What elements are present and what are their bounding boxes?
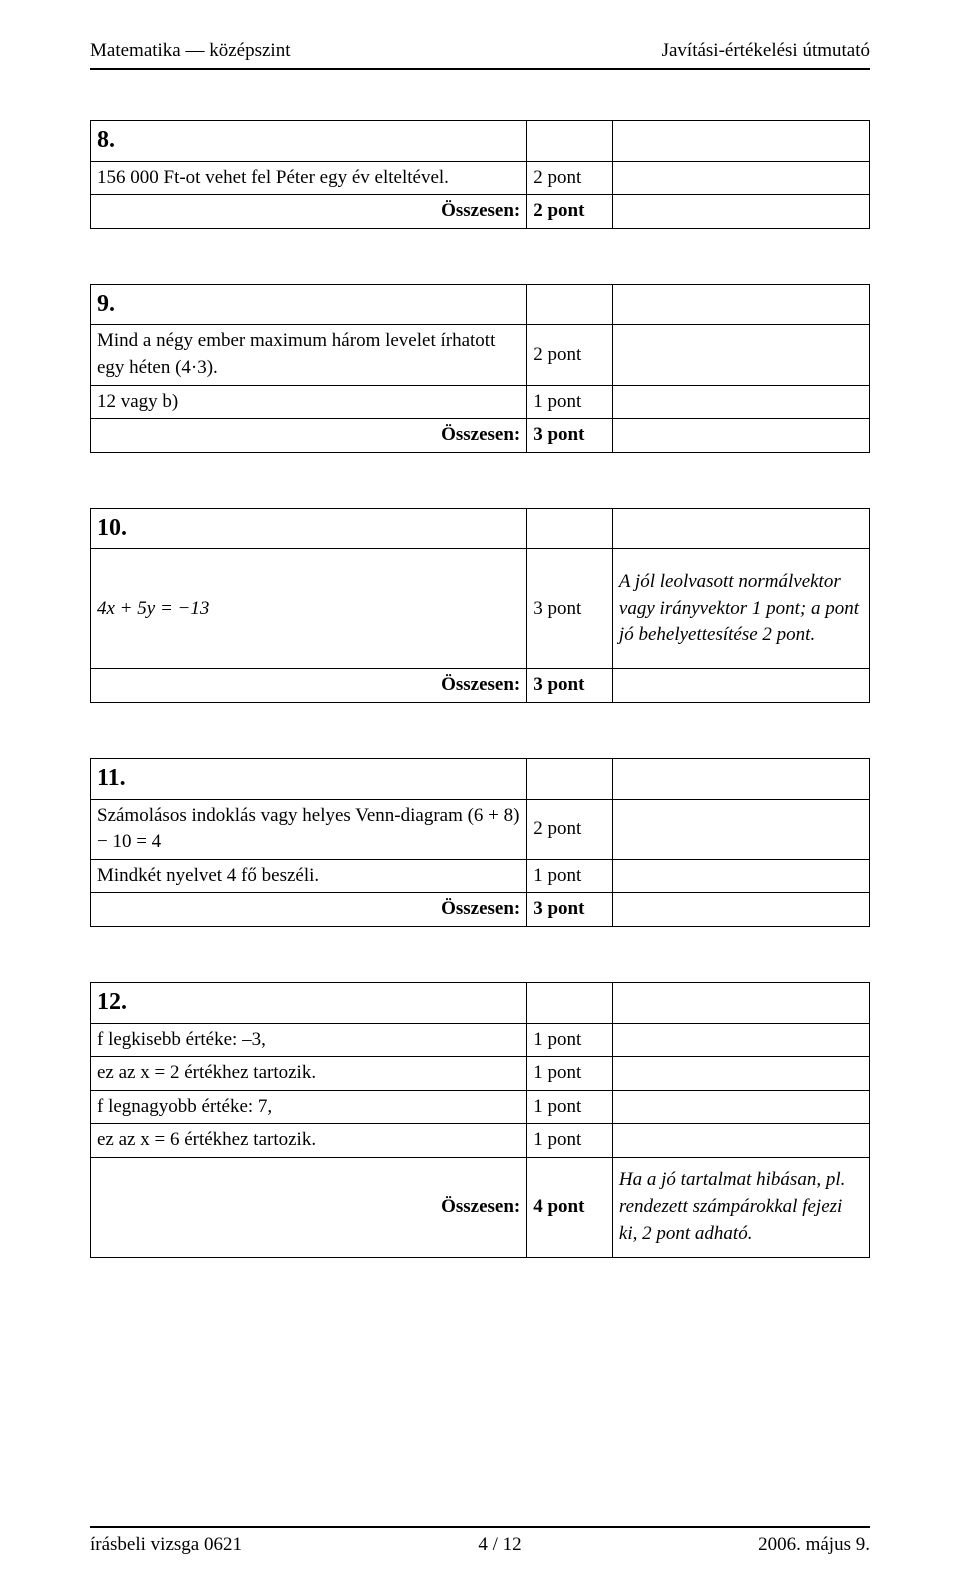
q10-total-label: Összesen: — [91, 669, 527, 703]
q10-number: 10. — [91, 508, 527, 549]
q11-total-pts: 3 pont — [527, 893, 613, 927]
q12-total-note: Ha a jó tartalmat hibásan, pl. rendezett… — [612, 1157, 869, 1257]
q12-row1-text: f legkisebb értéke: –3, — [91, 1023, 527, 1057]
header-right: Javítási-értékelési útmutató — [662, 40, 870, 62]
q12-row2-text: ez az x = 2 értékhez tartozik. — [91, 1057, 527, 1091]
q11-row1-text: Számolásos indoklás vagy helyes Venn-dia… — [91, 799, 527, 859]
q9-row1-pts: 2 pont — [527, 325, 613, 385]
header-rule — [90, 68, 870, 70]
q8-row1-note — [612, 161, 869, 195]
q9-row2-pts: 1 pont — [527, 385, 613, 419]
q12-table: 12. f legkisebb értéke: –3, 1 pont ez az… — [90, 982, 870, 1258]
q9-empty-pts — [527, 284, 613, 325]
q11-row1-note — [612, 799, 869, 859]
q9-total-pts: 3 pont — [527, 419, 613, 453]
q11-table: 11. Számolásos indoklás vagy helyes Venn… — [90, 758, 870, 927]
footer-left: írásbeli vizsga 0621 — [90, 1534, 242, 1556]
q11-empty-pts — [527, 758, 613, 799]
question-11: 11. Számolásos indoklás vagy helyes Venn… — [90, 758, 870, 927]
q8-empty-pts — [527, 121, 613, 162]
q9-row2-text: 12 vagy b) — [91, 385, 527, 419]
q12-empty-note — [612, 982, 869, 1023]
q10-row1-pts: 3 pont — [527, 549, 613, 669]
q9-row2-note — [612, 385, 869, 419]
q12-row2-note — [612, 1057, 869, 1091]
question-9: 9. Mind a négy ember maximum három level… — [90, 284, 870, 453]
q8-empty-note — [612, 121, 869, 162]
q9-table: 9. Mind a négy ember maximum három level… — [90, 284, 870, 453]
q10-empty-pts — [527, 508, 613, 549]
q10-row1-note: A jól leolvasott normálvektor vagy irány… — [612, 549, 869, 669]
q9-total-label: Összesen: — [91, 419, 527, 453]
q10-total-note — [612, 669, 869, 703]
q10-row1-text: 4x + 5y = −13 — [91, 549, 527, 669]
q9-total-note — [612, 419, 869, 453]
q11-total-note — [612, 893, 869, 927]
q10-table: 10. 4x + 5y = −13 3 pont A jól leolvasot… — [90, 508, 870, 703]
q8-row1-pts: 2 pont — [527, 161, 613, 195]
footer-right: 2006. május 9. — [758, 1534, 870, 1556]
q8-table: 8. 156 000 Ft-ot vehet fel Péter egy év … — [90, 120, 870, 229]
q12-total-label: Összesen: — [91, 1157, 527, 1257]
q11-total-label: Összesen: — [91, 893, 527, 927]
q12-empty-pts — [527, 982, 613, 1023]
q12-row3-note — [612, 1090, 869, 1124]
q8-total-note — [612, 195, 869, 229]
q8-row1-text: 156 000 Ft-ot vehet fel Péter egy év elt… — [91, 161, 527, 195]
q12-row3-text: f legnagyobb értéke: 7, — [91, 1090, 527, 1124]
footer-row: írásbeli vizsga 0621 4 / 12 2006. május … — [90, 1534, 870, 1556]
question-12: 12. f legkisebb értéke: –3, 1 pont ez az… — [90, 982, 870, 1258]
q9-number: 9. — [91, 284, 527, 325]
q8-total-label: Összesen: — [91, 195, 527, 229]
footer-center: 4 / 12 — [478, 1534, 521, 1556]
q10-total-pts: 3 pont — [527, 669, 613, 703]
q11-row2-note — [612, 859, 869, 893]
page: Matematika — középszint Javítási-értékel… — [0, 0, 960, 1596]
q11-row2-pts: 1 pont — [527, 859, 613, 893]
q11-row2-text: Mindkét nyelvet 4 fő beszéli. — [91, 859, 527, 893]
footer-rule — [90, 1526, 870, 1528]
q9-row1-note — [612, 325, 869, 385]
question-8: 8. 156 000 Ft-ot vehet fel Péter egy év … — [90, 120, 870, 229]
page-header: Matematika — középszint Javítási-értékel… — [90, 40, 870, 68]
q10-empty-note — [612, 508, 869, 549]
q8-total-pts: 2 pont — [527, 195, 613, 229]
header-left: Matematika — középszint — [90, 40, 291, 62]
q12-row4-note — [612, 1124, 869, 1158]
question-10: 10. 4x + 5y = −13 3 pont A jól leolvasot… — [90, 508, 870, 703]
q12-row4-text: ez az x = 6 értékhez tartozik. — [91, 1124, 527, 1158]
q9-row1-text: Mind a négy ember maximum három levelet … — [91, 325, 527, 385]
q8-number: 8. — [91, 121, 527, 162]
q12-number: 12. — [91, 982, 527, 1023]
q9-empty-note — [612, 284, 869, 325]
q11-number: 11. — [91, 758, 527, 799]
q12-row1-note — [612, 1023, 869, 1057]
page-footer: írásbeli vizsga 0621 4 / 12 2006. május … — [90, 1526, 870, 1556]
q12-row1-pts: 1 pont — [527, 1023, 613, 1057]
q11-row1-pts: 2 pont — [527, 799, 613, 859]
q12-total-pts: 4 pont — [527, 1157, 613, 1257]
q12-row4-pts: 1 pont — [527, 1124, 613, 1158]
q12-row2-pts: 1 pont — [527, 1057, 613, 1091]
q11-empty-note — [612, 758, 869, 799]
q12-row3-pts: 1 pont — [527, 1090, 613, 1124]
